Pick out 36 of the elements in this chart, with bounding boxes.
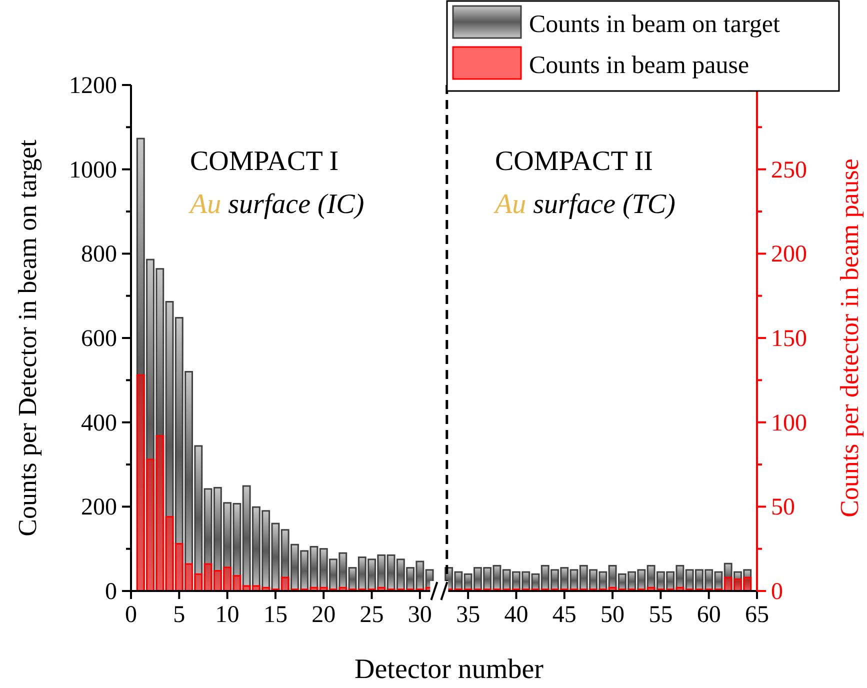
legend-label: Counts in beam on target <box>529 11 780 38</box>
x-tick-label: 55 <box>648 602 673 628</box>
x-tick-label: 0 <box>125 602 137 628</box>
y2-tick-label: 100 <box>771 410 807 436</box>
y2-tick-label: 0 <box>771 579 783 605</box>
x-tick-label: 15 <box>263 602 288 628</box>
x-tick-label: 65 <box>745 602 769 628</box>
x-tick-label: 20 <box>312 602 336 628</box>
x-tick-label: 40 <box>504 602 528 628</box>
x-axis-title: Detector number <box>354 654 544 685</box>
y-axis-title: Counts per Detector in beam on target <box>13 138 42 536</box>
x-tick-label: 35 <box>456 602 480 628</box>
y2-tick-label: 200 <box>771 242 807 268</box>
annotation: Au surface (IC) <box>188 189 364 220</box>
x-tick-label: 30 <box>408 602 432 628</box>
y2-tick-label: 50 <box>771 494 795 521</box>
y2-tick-label: 250 <box>771 157 807 184</box>
x-tick-label: 45 <box>552 602 576 628</box>
y2-tick-label: 150 <box>771 326 807 352</box>
y-tick-label: 0 <box>105 579 117 605</box>
x-tick-label: 25 <box>360 602 384 628</box>
annotation: Au surface (TC) <box>493 189 676 220</box>
x-tick-label: 60 <box>696 602 721 628</box>
x-tick-label: 50 <box>600 602 625 628</box>
annotation: COMPACT I <box>190 146 339 177</box>
y-tick-label: 800 <box>81 242 117 268</box>
y-tick-label: 1000 <box>69 157 117 184</box>
x-tick-label: 5 <box>173 602 186 628</box>
x-tick-label: 10 <box>215 602 240 628</box>
y-tick-label: 200 <box>81 494 117 521</box>
y2-axis-title: Counts per detector in beam pause <box>835 158 864 518</box>
y-tick-label: 600 <box>81 326 117 352</box>
y-tick-label: 400 <box>81 410 117 436</box>
y-tick-label: 1200 <box>69 73 117 99</box>
annotation: COMPACT II <box>495 146 653 177</box>
legend-label: Counts in beam pause <box>529 52 750 79</box>
